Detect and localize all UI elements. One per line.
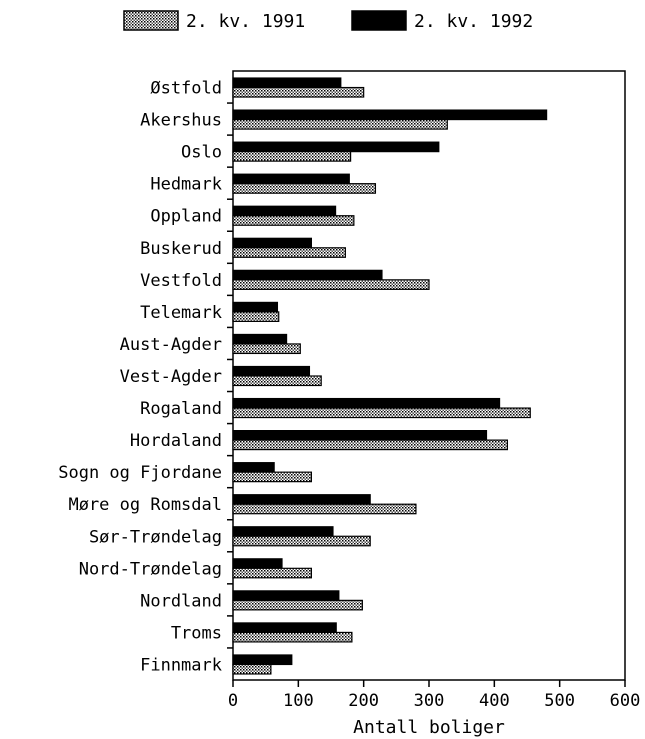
category-label-2: Akershus <box>140 111 222 131</box>
bar-14-series-2 <box>232 494 371 505</box>
bar-7-series-2 <box>232 269 383 281</box>
bar-9-series-2 <box>232 333 288 345</box>
category-label-9: Aust-Agder <box>120 335 222 355</box>
bar-4-series-1 <box>232 183 377 194</box>
bar-5-series-1 <box>232 215 355 226</box>
category-label-1: Østfold <box>150 79 222 99</box>
category-label-4: Hedmark <box>150 175 222 195</box>
bar-3-series-1 <box>232 151 352 162</box>
category-label-10: Vest-Agder <box>120 367 222 387</box>
bar-19-series-1 <box>232 663 272 675</box>
category-label-5: Oppland <box>150 207 222 227</box>
x-tick-label-300: 300 <box>414 691 445 711</box>
category-label-18: Troms <box>171 623 222 643</box>
bar-7-series-1 <box>232 279 430 290</box>
category-label-13: Sogn og Fjordane <box>58 463 222 483</box>
bar-12-series-2 <box>232 430 488 441</box>
category-label-7: Vestfold <box>140 271 222 291</box>
legend-label-series-2: 2. kv. 1992 <box>414 11 533 32</box>
bar-11-series-1 <box>232 407 531 419</box>
bar-15-series-2 <box>232 526 334 537</box>
bar-8-series-1 <box>232 311 280 322</box>
category-label-17: Nordland <box>140 591 222 611</box>
category-label-3: Oslo <box>181 143 222 163</box>
bar-17-series-2 <box>232 590 340 601</box>
bar-1-series-1 <box>232 86 365 98</box>
x-axis-ticks: 0 100 200 300 400 500 600 <box>228 680 640 711</box>
bars-group <box>232 77 548 675</box>
legend: 2. kv. 1991 2. kv. 1992 <box>123 10 533 32</box>
bar-6-series-2 <box>232 237 313 249</box>
bar-13-series-2 <box>232 462 275 473</box>
legend-swatch-series-1 <box>123 10 179 31</box>
y-axis-ticks <box>227 102 233 649</box>
bar-16-series-2 <box>232 558 283 569</box>
category-label-16: Nord-Trøndelag <box>79 559 222 579</box>
bar-16-series-1 <box>232 567 313 579</box>
bar-14-series-1 <box>232 503 417 515</box>
bar-9-series-1 <box>232 343 301 355</box>
x-tick-label-0: 0 <box>228 691 238 711</box>
bar-18-series-1 <box>232 631 353 643</box>
bar-17-series-1 <box>232 599 363 611</box>
category-label-6: Buskerud <box>140 239 222 259</box>
legend-label-series-1: 2. kv. 1991 <box>186 11 305 32</box>
bar-19-series-2 <box>232 654 293 666</box>
category-label-11: Rogaland <box>140 399 222 419</box>
bar-1-series-2 <box>232 77 342 89</box>
category-label-15: Sør-Trøndelag <box>89 527 222 547</box>
bar-4-series-2 <box>232 173 350 185</box>
category-label-14: Møre og Romsdal <box>68 495 222 515</box>
category-label-12: Hordaland <box>130 431 222 451</box>
category-labels: Østfold Akershus Oslo Hedmark Oppland Buskeru… <box>58 79 222 676</box>
bar-11-series-2 <box>232 397 501 409</box>
x-tick-label-600: 600 <box>610 691 641 711</box>
bar-6-series-1 <box>232 247 346 258</box>
category-label-19: Finnmark <box>140 655 222 675</box>
legend-swatch-series-2 <box>351 10 407 31</box>
bar-10-series-2 <box>232 365 311 377</box>
x-tick-label-100: 100 <box>283 691 314 711</box>
x-tick-label-400: 400 <box>479 691 510 711</box>
bar-2-series-1 <box>232 118 448 130</box>
bar-18-series-2 <box>232 622 337 634</box>
category-label-8: Telemark <box>140 303 222 323</box>
bar-8-series-2 <box>232 301 279 313</box>
x-tick-label-200: 200 <box>348 691 379 711</box>
bar-5-series-2 <box>232 205 337 217</box>
bar-13-series-1 <box>232 471 313 483</box>
x-axis-title: Antall boliger <box>353 717 505 738</box>
x-tick-label-500: 500 <box>544 691 575 711</box>
bar-15-series-1 <box>232 535 371 547</box>
bar-2-series-2 <box>232 109 548 121</box>
bar-12-series-1 <box>232 439 508 451</box>
bar-10-series-1 <box>232 375 322 387</box>
bar-3-series-2 <box>232 141 440 153</box>
